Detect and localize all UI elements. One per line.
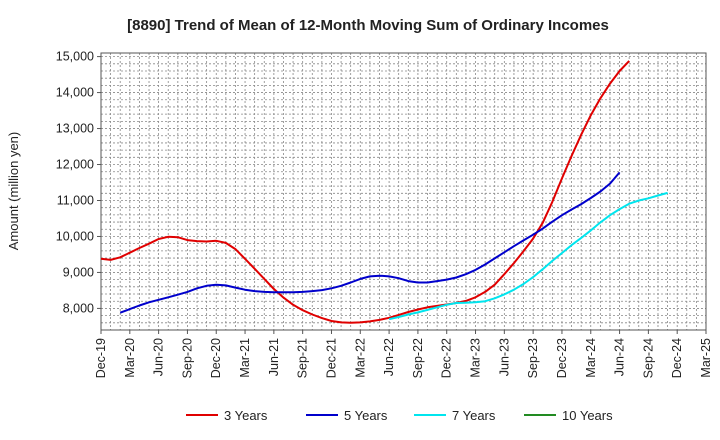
x-tick-label: Dec-22: [440, 338, 454, 378]
y-tick-label: 9,000: [63, 265, 94, 279]
x-tick-label: Dec-19: [94, 338, 108, 378]
series-line-5-years: [119, 171, 621, 314]
y-tick-label: 15,000: [56, 50, 94, 64]
x-tick-label: Sep-20: [180, 338, 194, 378]
x-tick-label: Jun-20: [152, 338, 166, 376]
series-layer: [100, 60, 668, 324]
x-tick-label: Dec-20: [209, 338, 223, 378]
y-tick-label: 13,000: [56, 122, 94, 136]
x-tick-label: Sep-23: [526, 338, 540, 378]
y-tick-label: 14,000: [56, 86, 94, 100]
y-axis-label: Amount (million yen): [6, 132, 21, 251]
legend: 3 Years 5 Years 7 Years 10 Years: [186, 408, 613, 423]
x-tick-label: Dec-21: [324, 338, 338, 378]
x-tick-label: Sep-21: [296, 338, 310, 378]
y-tick-label: 11,000: [57, 193, 94, 207]
y-tick-label: 12,000: [56, 158, 94, 172]
x-axis-ticks: Dec-19 Mar-20 Jun-20 Sep-20 Dec-20 Mar-21 Jun-…: [94, 330, 713, 378]
x-tick-label: Mar-21: [238, 338, 252, 378]
grid-layer: [101, 53, 706, 330]
chart-title: [8890] Trend of Mean of 12-Month Moving …: [127, 17, 609, 34]
x-tick-label: Mar-24: [584, 338, 598, 378]
x-tick-label: Dec-23: [555, 338, 569, 378]
series-line-3-years: [100, 60, 630, 324]
legend-label: 7 Years: [452, 408, 496, 423]
x-tick-label: Mar-22: [353, 338, 367, 378]
x-tick-label: Sep-22: [411, 338, 425, 378]
y-tick-label: 8,000: [63, 301, 94, 315]
x-tick-label: Dec-24: [670, 338, 684, 378]
y-tick-label: 10,000: [56, 229, 94, 243]
x-tick-label: Jun-24: [613, 338, 627, 376]
legend-label: 5 Years: [344, 408, 388, 423]
legend-label: 3 Years: [224, 408, 268, 423]
x-tick-label: Jun-22: [382, 338, 396, 376]
plot-frame: [100, 52, 707, 331]
series-line-7-years: [388, 191, 668, 321]
x-tick-label: Jun-21: [267, 338, 281, 376]
x-tick-label: Sep-24: [641, 338, 655, 378]
x-tick-label: Mar-25: [699, 338, 713, 378]
x-tick-label: Jun-23: [497, 338, 511, 376]
legend-label: 10 Years: [562, 408, 613, 423]
x-tick-label: Mar-20: [123, 338, 137, 378]
x-tick-label: Mar-23: [469, 338, 483, 378]
y-axis-ticks: 8,000 9,000 10,000 11,000 12,000 13,000 14,000…: [56, 50, 101, 315]
